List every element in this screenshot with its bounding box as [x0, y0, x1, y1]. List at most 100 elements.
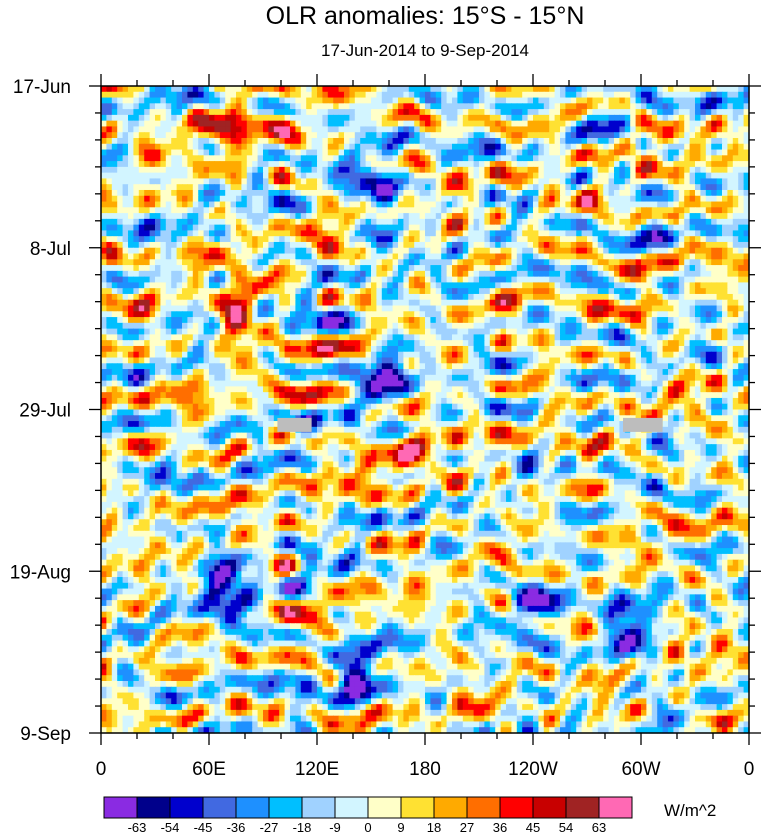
heatmap-cell [495, 195, 502, 203]
heatmap-cell [619, 311, 626, 318]
heatmap-cell [576, 166, 583, 174]
heatmap-cell [630, 282, 637, 289]
heatmap-cell [182, 103, 188, 110]
heatmap-cell [365, 114, 372, 122]
heatmap-cell [743, 299, 750, 307]
heatmap-cell [700, 265, 707, 272]
heatmap-cell [576, 265, 583, 272]
heatmap-cell [192, 236, 199, 243]
heatmap-cell [187, 195, 194, 203]
heatmap-cell [511, 195, 518, 203]
heatmap-cell [149, 322, 156, 330]
heatmap-cell [252, 178, 259, 185]
heatmap-cell [446, 241, 453, 249]
heatmap-cell [414, 201, 421, 208]
heatmap-cell [230, 270, 237, 278]
heatmap-cell [673, 259, 680, 266]
heatmap-cell [317, 270, 323, 278]
heatmap-cell [241, 172, 248, 180]
heatmap-cell [354, 126, 361, 133]
heatmap-cell [457, 207, 464, 214]
heatmap-cell [349, 293, 356, 301]
heatmap-cell [473, 109, 480, 116]
heatmap-cell [387, 213, 394, 220]
heatmap-cell [738, 172, 745, 180]
heatmap-cell [252, 201, 259, 208]
heatmap-cell [344, 178, 350, 185]
heatmap-cell [743, 97, 750, 104]
heatmap-cell [128, 241, 134, 249]
heatmap-cell [214, 155, 221, 162]
heatmap-cell [171, 178, 178, 185]
heatmap-cell [527, 166, 534, 174]
heatmap-cell [592, 97, 599, 104]
heatmap-cell [662, 311, 669, 318]
heatmap-cell [527, 161, 534, 168]
heatmap-cell [203, 201, 210, 208]
heatmap-cell [705, 253, 712, 260]
heatmap-cell [511, 86, 518, 93]
heatmap-cell [732, 184, 739, 191]
heatmap-cell [381, 224, 388, 232]
heatmap-cell [684, 166, 691, 174]
heatmap-cell [171, 230, 178, 237]
heatmap-cell [560, 195, 566, 203]
heatmap-cell [203, 311, 210, 318]
heatmap-cell [376, 126, 383, 133]
heatmap-cell [182, 86, 188, 93]
heatmap-cell [500, 230, 507, 237]
heatmap-cell [484, 184, 491, 191]
heatmap-cell [279, 253, 286, 260]
heatmap-cell [236, 166, 242, 174]
heatmap-cell [263, 293, 269, 301]
heatmap-cell [635, 86, 642, 93]
heatmap-cell [284, 184, 291, 191]
heatmap-cell [246, 201, 253, 208]
heatmap-cell [527, 230, 534, 237]
heatmap-cell [295, 143, 302, 151]
heatmap-cell [668, 195, 674, 203]
heatmap-cell [203, 213, 210, 220]
heatmap-cell [479, 218, 485, 226]
heatmap-cell [327, 213, 334, 220]
heatmap-cell [522, 241, 529, 249]
heatmap-cell [398, 247, 404, 255]
heatmap-cell [705, 299, 712, 307]
heatmap-cell [101, 184, 107, 191]
heatmap-cell [597, 103, 604, 110]
heatmap-cell [587, 241, 593, 249]
heatmap-cell [452, 299, 458, 307]
heatmap-cell [560, 149, 566, 156]
heatmap-cell [716, 120, 723, 128]
heatmap-cell [738, 311, 745, 318]
heatmap-cell [198, 247, 205, 255]
heatmap-cell [608, 166, 615, 174]
heatmap-cell [738, 103, 745, 110]
heatmap-cell [603, 97, 610, 104]
heatmap-cell [311, 189, 318, 197]
heatmap-cell [338, 97, 345, 104]
heatmap-cell [138, 195, 145, 203]
heatmap-cell [743, 230, 750, 237]
heatmap-cell [646, 126, 653, 133]
heatmap-cell [560, 253, 566, 260]
heatmap-cell [398, 97, 404, 104]
heatmap-cell [365, 305, 372, 312]
heatmap-cell [273, 282, 280, 289]
heatmap-cell [419, 166, 426, 174]
heatmap-cell [117, 97, 124, 104]
heatmap-cell [533, 137, 539, 145]
heatmap-cell [689, 86, 696, 93]
heatmap-cell [619, 109, 626, 116]
heatmap-cell [284, 103, 291, 110]
heatmap-cell [219, 253, 226, 260]
heatmap-cell [241, 253, 248, 260]
heatmap-cell [101, 172, 107, 180]
heatmap-cell [101, 137, 107, 145]
heatmap-cell [133, 86, 140, 93]
heatmap-cell [236, 230, 242, 237]
heatmap-cell [138, 259, 145, 266]
heatmap-cell [678, 178, 685, 185]
heatmap-cell [365, 149, 372, 156]
heatmap-cell [441, 97, 448, 104]
